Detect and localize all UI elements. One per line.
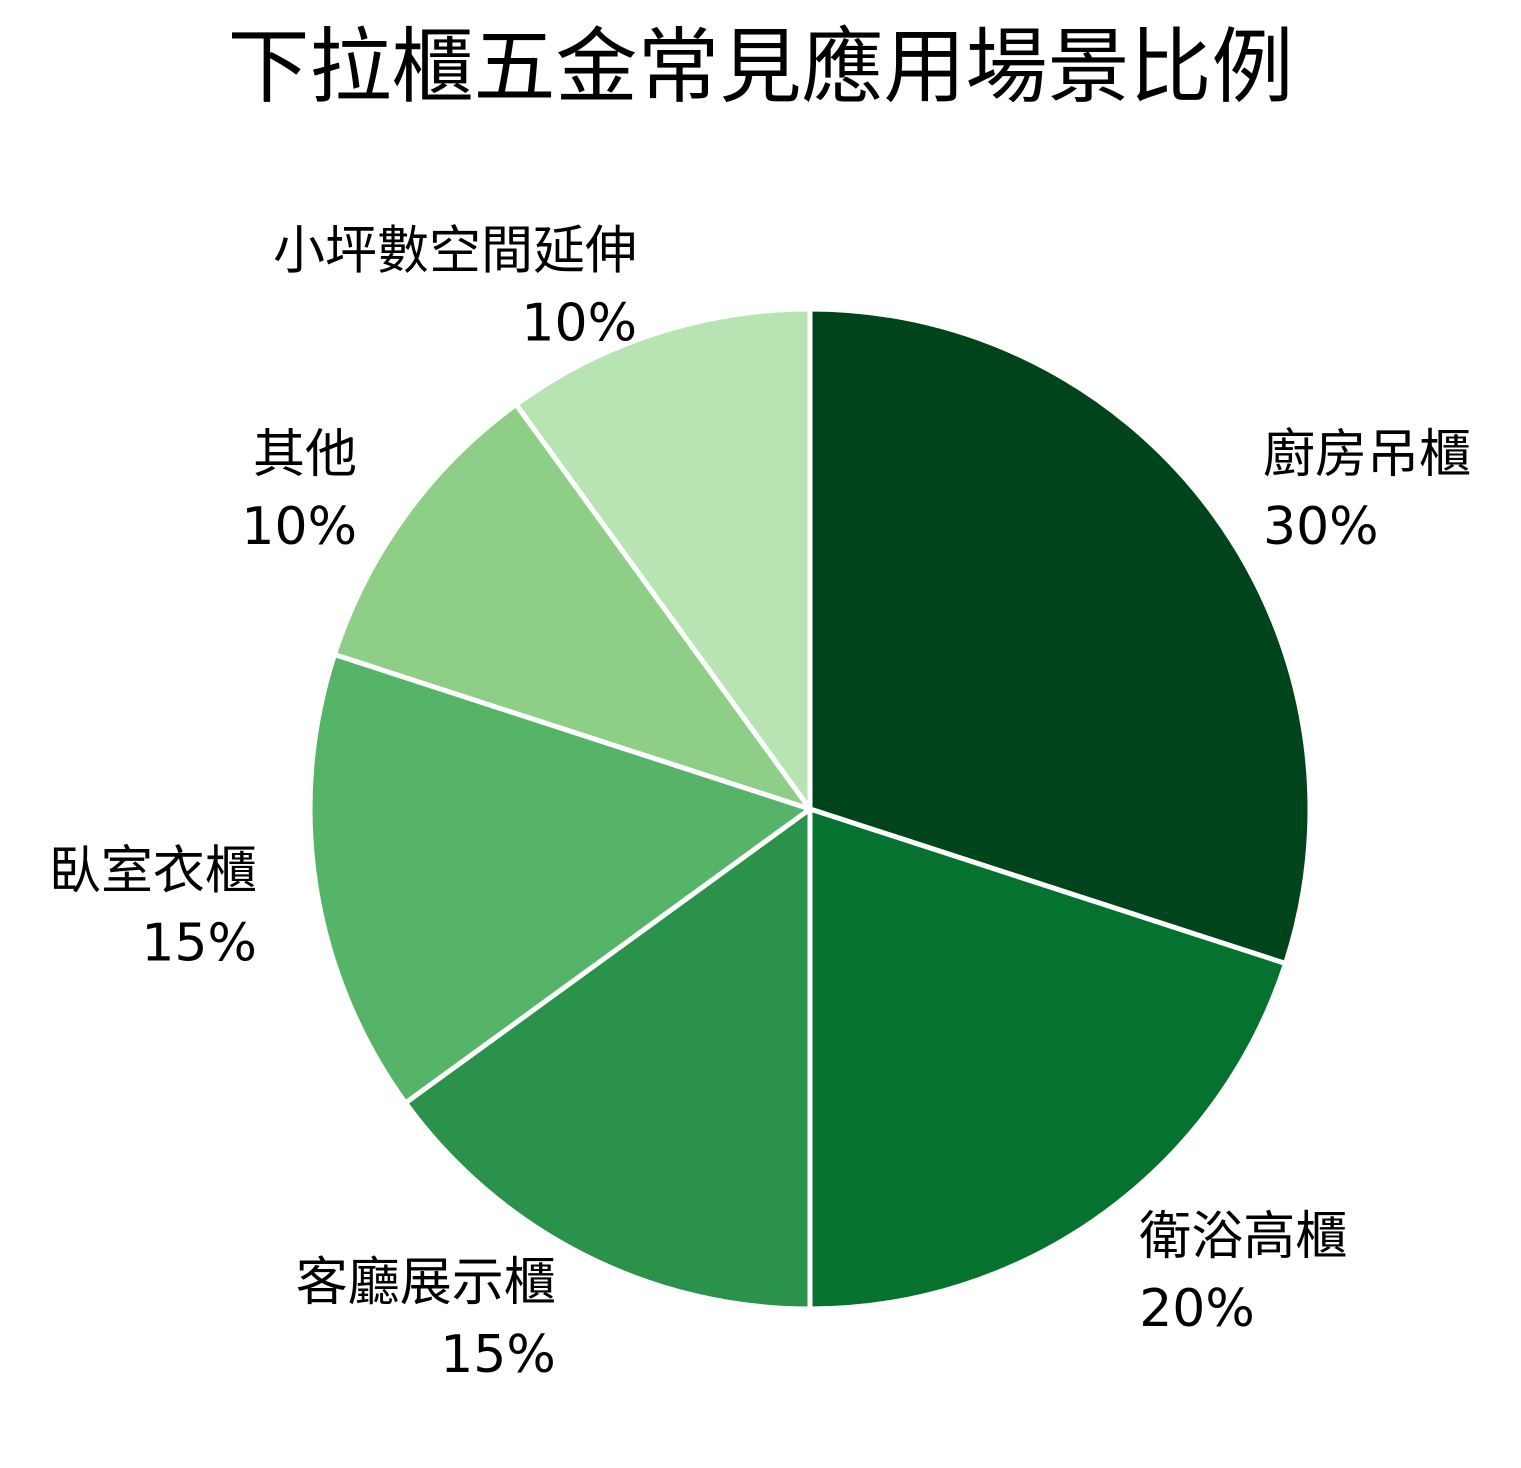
slice-value-label-1: 30% xyxy=(1263,497,1379,557)
pie-labels: 廚房吊櫃 30% 衛浴高櫃 20% 客廳展示櫃 15% 臥室衣櫃 15% 其他 10% 小坪數空間延… xyxy=(49,221,1471,1385)
slice-label-1: 廚房吊櫃 xyxy=(1263,425,1471,485)
pie-slice-4 xyxy=(307,651,813,1106)
chart-title: 下拉櫃五金常見應用場景比例 xyxy=(227,20,1294,115)
slice-value-label-3: 15% xyxy=(440,1325,556,1385)
pie-slice-1 xyxy=(807,306,1313,967)
slice-label-4: 臥室衣櫃 xyxy=(49,842,257,902)
slice-label-3: 客廳展示櫃 xyxy=(296,1253,556,1313)
slice-label-6: 小坪數空間延伸 xyxy=(273,221,637,281)
slice-label-2: 衛浴高櫃 xyxy=(1139,1207,1347,1267)
pie-slice-5 xyxy=(331,401,813,812)
pie-slice-6 xyxy=(513,306,813,812)
pie-slices xyxy=(307,306,1313,1312)
pie-slice-3 xyxy=(402,806,813,1312)
slice-value-label-5: 10% xyxy=(241,497,357,557)
pie-slice-2 xyxy=(807,806,1289,1312)
slice-label-5: 其他 xyxy=(253,425,357,485)
slice-value-label-4: 15% xyxy=(141,914,257,974)
slice-value-label-6: 10% xyxy=(521,293,637,353)
slice-value-label-2: 20% xyxy=(1139,1279,1255,1339)
